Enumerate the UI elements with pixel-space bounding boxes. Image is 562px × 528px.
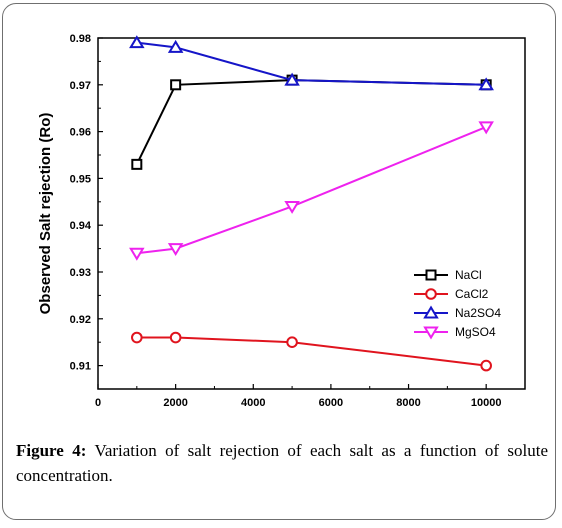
y-tick-label: 0.98 <box>70 33 91 45</box>
legend-marker-cacl2 <box>425 288 437 300</box>
x-tick-label: 4000 <box>241 397 265 409</box>
x-tick-label: 2000 <box>163 397 187 409</box>
y-tick-label: 0.97 <box>70 80 91 92</box>
x-tick-label: 10000 <box>471 397 502 409</box>
x-tick-label: 6000 <box>319 397 343 409</box>
legend-label-na2so4: Na2SO4 <box>455 306 501 320</box>
data-point-na2so4 <box>284 72 300 86</box>
caption-text: Variation of salt rejection of each salt… <box>16 441 548 485</box>
caption-label: Figure 4: <box>16 441 87 460</box>
legend-marker-mgso4 <box>423 326 439 340</box>
data-point-mgso4 <box>129 247 145 261</box>
legend-label-cacl2: CaCl2 <box>455 287 489 301</box>
figure-frame <box>2 3 556 520</box>
data-point-cacl2 <box>131 331 143 344</box>
y-tick-label: 0.93 <box>70 267 91 279</box>
x-tick-label: 0 <box>95 397 101 409</box>
series-line-na2so4 <box>136 41 487 86</box>
data-point-nacl <box>170 79 182 91</box>
y-axis-label: Observed Salt rejection (Ro) <box>37 113 54 315</box>
data-point-cacl2 <box>286 336 298 349</box>
y-tick-label: 0.91 <box>70 361 91 373</box>
data-point-mgso4 <box>284 200 300 214</box>
series-mgso4 <box>129 121 494 261</box>
data-point-mgso4 <box>478 121 494 135</box>
y-tick-label: 0.96 <box>70 127 91 139</box>
legend-label-mgso4: MgSO4 <box>455 325 496 339</box>
series-na2so4 <box>129 35 494 91</box>
y-tick-label: 0.94 <box>70 220 92 232</box>
data-point-cacl2 <box>169 331 182 344</box>
data-point-na2so4 <box>478 77 494 91</box>
data-point-mgso4 <box>167 243 184 257</box>
series-cacl2 <box>131 331 492 372</box>
y-tick-label: 0.95 <box>70 173 91 185</box>
data-point-na2so4 <box>167 39 184 53</box>
series-line-nacl <box>135 79 487 165</box>
data-point-cacl2 <box>480 359 492 372</box>
legend-marker-nacl <box>425 269 437 281</box>
legend-label-nacl: NaCl <box>455 268 482 282</box>
plot-border <box>97 37 526 390</box>
data-point-na2so4 <box>129 35 145 49</box>
data-point-nacl <box>131 158 143 170</box>
y-tick-label: 0.92 <box>70 314 91 326</box>
series-line-mgso4 <box>136 125 487 255</box>
legend-marker-na2so4 <box>423 305 439 319</box>
legend: NaCl CaCl2 Na2SO4 MgSO4 <box>414 268 501 340</box>
series-nacl <box>131 74 492 170</box>
series-line-cacl2 <box>136 336 487 367</box>
figure-caption: Figure 4: Variation of salt rejection of… <box>16 438 548 488</box>
x-tick-label: 8000 <box>396 397 420 409</box>
